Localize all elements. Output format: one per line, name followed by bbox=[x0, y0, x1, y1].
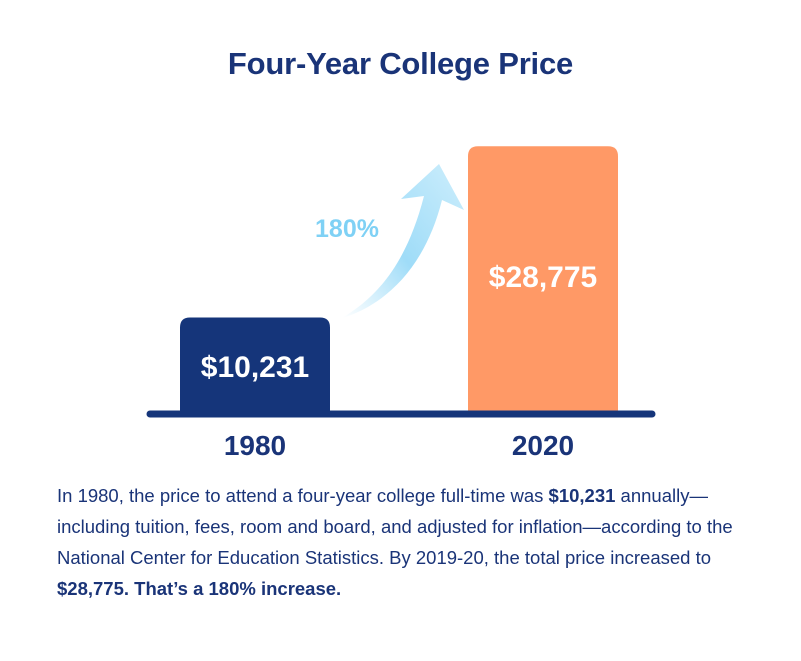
bar-2020 bbox=[468, 146, 618, 412]
chart-title: Four-Year College Price bbox=[227, 46, 574, 81]
bar-chart: 180% $10,231 1980 $28,775 2020 bbox=[146, 146, 656, 461]
x-tick-label-2020: 2020 bbox=[512, 430, 574, 461]
growth-arrow-icon bbox=[342, 164, 464, 318]
description-paragraph: In 1980, the price to attend a four-year… bbox=[57, 480, 757, 604]
bar-value-label-1980: $10,231 bbox=[201, 351, 309, 384]
description-price-2020: $28,775. That’s a 180% increase. bbox=[57, 578, 342, 599]
growth-annotation: 180% bbox=[315, 215, 379, 243]
description-text-1: In 1980, the price to attend a four-year… bbox=[57, 485, 549, 506]
bar-value-label-2020: $28,775 bbox=[489, 261, 597, 294]
x-tick-label-1980: 1980 bbox=[224, 430, 286, 461]
bar-1980 bbox=[180, 317, 330, 412]
description-price-1980: $10,231 bbox=[548, 485, 616, 506]
description-text-2: annually—including tuition, fees, room a… bbox=[57, 485, 733, 568]
